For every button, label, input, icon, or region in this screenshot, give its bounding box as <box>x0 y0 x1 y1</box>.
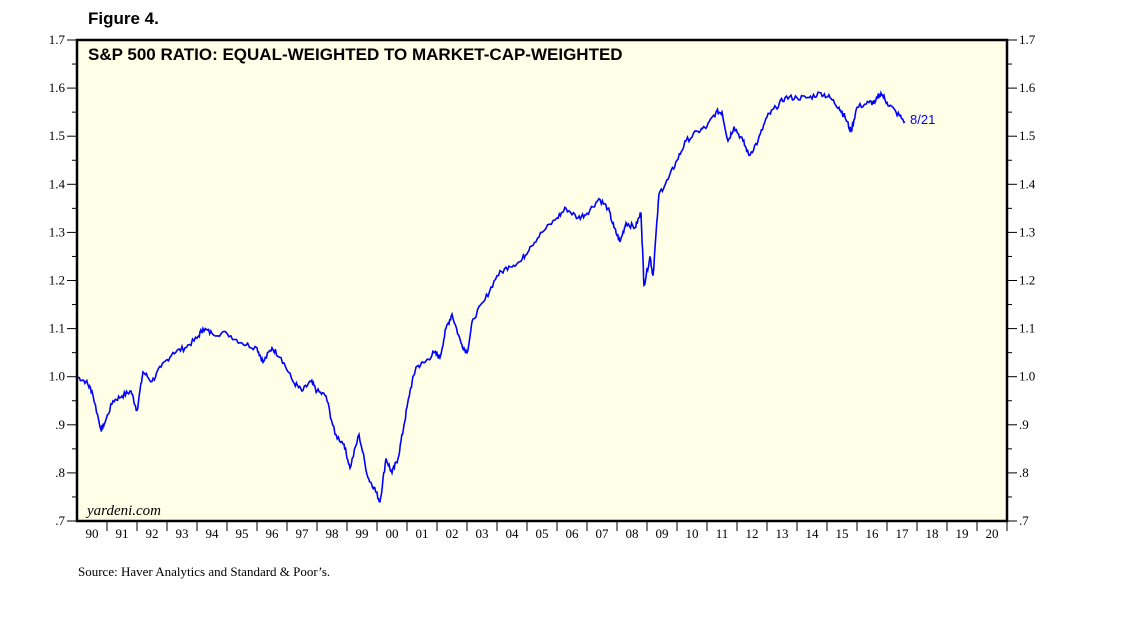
y-tick-label-right: .7 <box>1019 513 1029 528</box>
x-tick-label: 97 <box>296 526 310 541</box>
x-tick-label: 01 <box>416 526 429 541</box>
x-tick-label: 13 <box>776 526 789 541</box>
x-tick-label: 02 <box>446 526 459 541</box>
x-tick-label: 91 <box>116 526 129 541</box>
x-tick-label: 90 <box>86 526 99 541</box>
y-tick-label-left: 1.3 <box>49 224 65 239</box>
x-tick-label: 12 <box>746 526 759 541</box>
y-tick-label-left: 1.2 <box>49 273 65 288</box>
x-tick-label: 94 <box>206 526 220 541</box>
y-tick-label-right: 1.4 <box>1019 176 1036 191</box>
x-tick-label: 04 <box>506 526 520 541</box>
figure-label: Figure 4. <box>88 9 159 28</box>
plot-frame <box>75 38 1009 523</box>
last-date-annotation: 8/21 <box>910 112 935 127</box>
x-tick-label: 18 <box>926 526 939 541</box>
x-tick-label: 20 <box>986 526 999 541</box>
plot-area <box>77 40 1007 521</box>
y-tick-label-right: 1.7 <box>1019 32 1036 47</box>
x-tick-label: 11 <box>716 526 729 541</box>
x-tick-label: 15 <box>836 526 849 541</box>
y-tick-label-left: 1.6 <box>49 80 66 95</box>
source-note: Source: Haver Analytics and Standard & P… <box>78 564 331 579</box>
x-tick-label: 14 <box>806 526 820 541</box>
x-tick-label: 17 <box>896 526 910 541</box>
x-tick-label: 93 <box>176 526 189 541</box>
y-tick-label-right: 1.6 <box>1019 80 1036 95</box>
y-tick-label-right: 1.0 <box>1019 369 1035 384</box>
y-tick-label-left: 1.0 <box>49 369 65 384</box>
series-line <box>76 90 906 503</box>
y-tick-label-left: 1.5 <box>49 128 65 143</box>
y-tick-label-right: .8 <box>1019 465 1029 480</box>
x-tick-label: 00 <box>386 526 399 541</box>
x-tick-label: 92 <box>146 526 159 541</box>
x-tick-label: 98 <box>326 526 339 541</box>
watermark: yardeni.com <box>85 503 161 519</box>
y-tick-label-left: 1.1 <box>49 321 65 336</box>
x-tick-label: 19 <box>956 526 969 541</box>
x-tick-label: 96 <box>266 526 280 541</box>
y-tick-label-left: 1.7 <box>49 32 66 47</box>
y-tick-label-left: .9 <box>55 417 65 432</box>
x-tick-label: 09 <box>656 526 669 541</box>
x-tick-label: 06 <box>566 526 580 541</box>
x-tick-label: 07 <box>596 526 610 541</box>
y-tick-label-right: 1.2 <box>1019 273 1035 288</box>
y-tick-label-left: .7 <box>55 513 65 528</box>
x-tick-label: 95 <box>236 526 249 541</box>
y-tick-label-right: 1.5 <box>1019 128 1035 143</box>
chart-title: S&P 500 RATIO: EQUAL-WEIGHTED TO MARKET-… <box>88 45 623 64</box>
x-tick-label: 05 <box>536 526 549 541</box>
y-tick-label-right: 1.1 <box>1019 321 1035 336</box>
x-tick-label: 99 <box>356 526 369 541</box>
x-tick-label: 08 <box>626 526 639 541</box>
y-tick-label-left: .8 <box>55 465 65 480</box>
x-tick-label: 03 <box>476 526 489 541</box>
x-tick-label: 16 <box>866 526 880 541</box>
y-tick-label-left: 1.4 <box>49 176 66 191</box>
y-tick-label-right: .9 <box>1019 417 1029 432</box>
y-tick-label-right: 1.3 <box>1019 224 1035 239</box>
x-tick-label: 10 <box>686 526 699 541</box>
